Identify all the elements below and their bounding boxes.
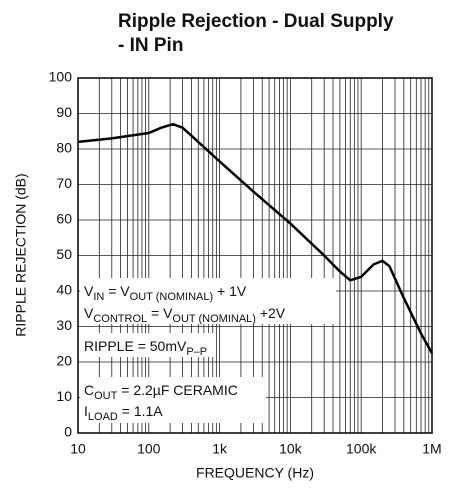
x-axis-label: FREQUENCY (Hz) — [196, 465, 314, 481]
y-tick-label: 0 — [64, 424, 72, 440]
annotation-text: = V — [147, 305, 173, 321]
annotation-text: +2V — [256, 305, 286, 321]
x-tick-label: 1k — [212, 441, 228, 457]
annotation: VIN = VOUT (NOMINAL) + 1V — [84, 283, 247, 303]
annotation-text: + 1V — [213, 283, 247, 299]
annotation-text: RIPPLE = 50mV — [84, 338, 187, 354]
y-tick-label: 90 — [56, 104, 72, 120]
y-tick-label: 10 — [56, 388, 72, 404]
x-tick-label: 1M — [422, 441, 441, 457]
x-tick-label: 100 — [137, 441, 161, 457]
plot-frame — [77, 77, 433, 434]
line — [77, 122, 434, 354]
annotation: VCONTROL = VOUT (NOMINAL) +2V — [84, 305, 286, 325]
y-tick-label: 60 — [56, 211, 72, 227]
annotation-subscript: OUT — [94, 390, 118, 402]
y-tick-label: 70 — [56, 175, 72, 191]
x-tick-label: 10 — [70, 441, 86, 457]
annotation-subscript: IN — [93, 291, 104, 303]
annotation: ILOAD = 1.1A — [84, 403, 163, 423]
y-tick-label: 50 — [56, 246, 72, 262]
chart-title: Ripple Rejection - Dual Supply — [118, 11, 394, 32]
annotation-text: I — [84, 403, 88, 419]
annotation-text: = 1.1A — [118, 403, 163, 419]
annotation: RIPPLE = 50mVP–P — [84, 338, 207, 358]
annotation-box — [80, 377, 266, 423]
y-tick-label: 30 — [56, 317, 72, 333]
annotation-box — [80, 333, 216, 357]
annotation-text: V — [84, 283, 94, 299]
x-tick-label: 10k — [279, 441, 303, 457]
annotation-subscript: CONTROL — [93, 313, 147, 325]
annotation: COUT = 2.2µF CERAMIC — [84, 382, 238, 402]
annotation-subscript: OUT (NOMINAL) — [172, 313, 256, 325]
annotation-subscript: P–P — [186, 346, 207, 358]
y-tick-label: 100 — [49, 69, 73, 85]
annotation-subscript: LOAD — [88, 411, 118, 423]
annotation-box — [80, 278, 336, 324]
y-tick-label: 20 — [56, 353, 72, 369]
annotation-text: V — [84, 305, 94, 321]
annotation-text: C — [84, 382, 94, 398]
y-axis-label: RIPPLE REJECTION (dB) — [13, 173, 29, 336]
y-tick-label: 40 — [56, 282, 72, 298]
chart-title: - IN Pin — [118, 35, 183, 56]
x-tick-label: 100k — [346, 441, 377, 457]
y-tick-label: 80 — [56, 140, 72, 156]
annotation-text: = 2.2µF CERAMIC — [117, 382, 237, 398]
annotation-subscript: OUT (NOMINAL) — [130, 291, 214, 303]
annotation-text: = V — [104, 283, 130, 299]
